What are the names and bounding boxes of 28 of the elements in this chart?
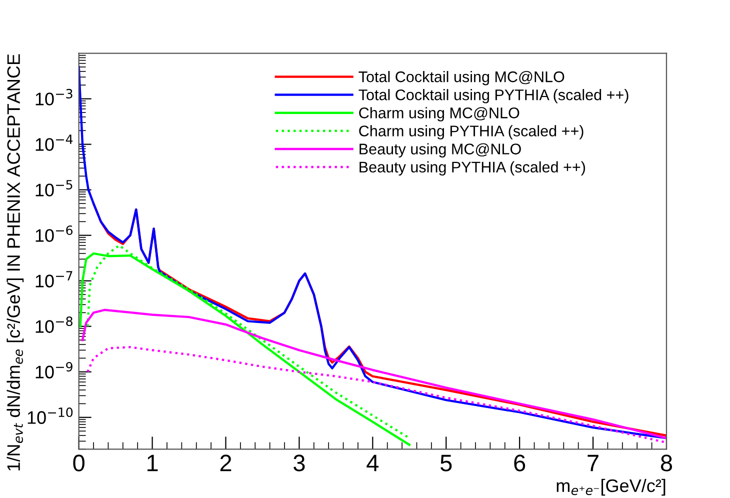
legend-label: Total Cocktail using PYTHIA (scaled ++) bbox=[358, 89, 628, 104]
line-series bbox=[86, 346, 666, 444]
y-tick-label: 10$^{−10}$ bbox=[28, 407, 73, 424]
x-tick-label: 4 bbox=[366, 454, 379, 472]
y-tick-label: 10$^{−7}$ bbox=[36, 271, 72, 288]
y-tick-label: 10$^{−5}$ bbox=[36, 180, 72, 196]
x-tick-label: 8 bbox=[660, 454, 672, 472]
x-axis-title: m$_{e⁺e⁻}$[GeV/c²] bbox=[556, 478, 666, 496]
x-tick-label: 2 bbox=[220, 454, 232, 472]
x-tick-label: 5 bbox=[440, 454, 452, 472]
legend-label: Beauty using MC@NLO bbox=[360, 143, 521, 158]
legend-label: Charm using MC@NLO bbox=[359, 107, 520, 122]
line-series bbox=[78, 66, 666, 440]
legend-label: Total Cocktail using MC@NLO bbox=[358, 70, 564, 86]
y-tick-label: 10$^{−8}$ bbox=[36, 316, 72, 333]
y-tick-label: 10$^{−9}$ bbox=[36, 362, 72, 378]
legend-label: Beauty using PYTHIA (scaled ++) bbox=[360, 161, 586, 176]
legend-label: Charm using PYTHIA (scaled ++) bbox=[359, 125, 584, 140]
y-tick-label: 10$^{−4}$ bbox=[36, 134, 73, 151]
y-axis-title: 1/N$_{evt}$ dN/dm$_{ee}$ [c²/GeV] IN PHENIX ACCEPTANCE bbox=[6, 54, 24, 470]
x-tick-label: 7 bbox=[588, 454, 598, 472]
x-tick-label: 1 bbox=[148, 454, 158, 472]
x-tick-label: 6 bbox=[514, 454, 526, 472]
line-series bbox=[81, 308, 666, 440]
x-tick-label: 0 bbox=[73, 454, 84, 472]
y-tick-label: 10$^{−3}$ bbox=[36, 88, 72, 106]
x-tick-label: 3 bbox=[294, 454, 305, 472]
y-tick-label: 10$^{−6}$ bbox=[36, 225, 73, 242]
